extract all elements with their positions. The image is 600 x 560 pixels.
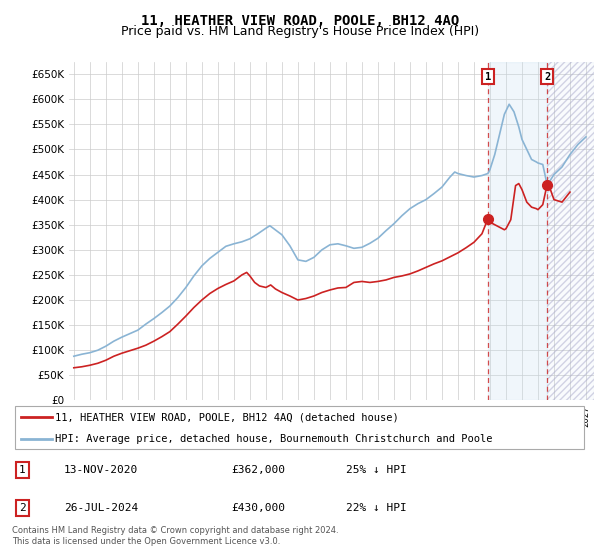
- Text: HPI: Average price, detached house, Bournemouth Christchurch and Poole: HPI: Average price, detached house, Bour…: [55, 435, 493, 444]
- Text: 1: 1: [485, 72, 491, 82]
- Bar: [547, 62, 594, 400]
- Text: 1: 1: [19, 465, 26, 475]
- Text: 13-NOV-2020: 13-NOV-2020: [64, 465, 138, 475]
- Bar: [547, 62, 594, 400]
- Text: 11, HEATHER VIEW ROAD, POOLE, BH12 4AQ (detached house): 11, HEATHER VIEW ROAD, POOLE, BH12 4AQ (…: [55, 412, 399, 422]
- Text: 25% ↓ HPI: 25% ↓ HPI: [346, 465, 407, 475]
- Text: 22% ↓ HPI: 22% ↓ HPI: [346, 503, 407, 513]
- Text: £362,000: £362,000: [231, 465, 285, 475]
- Bar: [547, 62, 594, 400]
- Text: 2: 2: [544, 72, 550, 82]
- Text: 2: 2: [19, 503, 26, 513]
- Text: £430,000: £430,000: [231, 503, 285, 513]
- FancyBboxPatch shape: [15, 406, 584, 450]
- Text: Contains HM Land Registry data © Crown copyright and database right 2024.
This d: Contains HM Land Registry data © Crown c…: [12, 526, 338, 546]
- Text: Price paid vs. HM Land Registry's House Price Index (HPI): Price paid vs. HM Land Registry's House …: [121, 25, 479, 38]
- Bar: [488, 62, 547, 400]
- Text: 26-JUL-2024: 26-JUL-2024: [64, 503, 138, 513]
- Text: 11, HEATHER VIEW ROAD, POOLE, BH12 4AQ: 11, HEATHER VIEW ROAD, POOLE, BH12 4AQ: [141, 14, 459, 28]
